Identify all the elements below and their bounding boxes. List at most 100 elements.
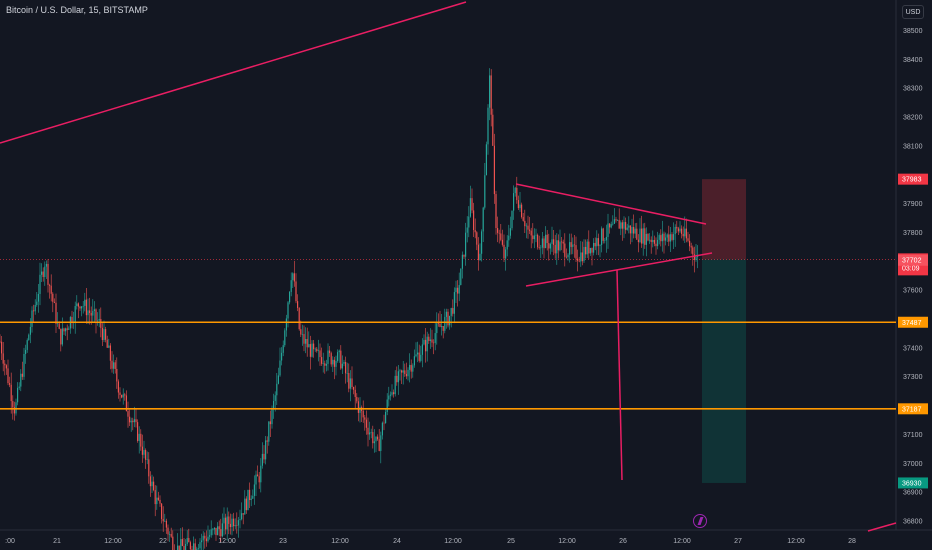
- candle-body: [169, 534, 171, 535]
- candle-body: [473, 210, 475, 230]
- candle: [442, 325, 444, 339]
- candle-body: [137, 422, 139, 441]
- candle: [257, 465, 259, 477]
- candle: [31, 306, 33, 333]
- candle-body: [100, 319, 102, 328]
- x-tick-label: 22: [159, 538, 167, 545]
- candle-body: [242, 513, 244, 515]
- candle-body: [444, 316, 446, 331]
- candle-body: [524, 220, 526, 227]
- candle-body: [466, 227, 468, 233]
- candle-body: [324, 363, 326, 366]
- candle: [450, 307, 452, 328]
- candle-body: [84, 299, 86, 306]
- candle: [359, 397, 361, 423]
- candle: [530, 227, 532, 249]
- candle: [44, 261, 46, 286]
- candle-body: [18, 386, 20, 388]
- candle: [57, 312, 59, 327]
- candle-body: [274, 395, 276, 402]
- candle: [53, 298, 55, 304]
- currency-button[interactable]: USD: [902, 5, 924, 19]
- candle-body: [298, 307, 300, 330]
- candle: [260, 458, 262, 493]
- candle-body: [249, 489, 251, 501]
- candle-body: [341, 363, 343, 369]
- candle-body: [508, 235, 510, 241]
- candle: [228, 511, 230, 535]
- candle-body: [572, 244, 574, 247]
- candle-body: [468, 216, 470, 228]
- candle-body: [476, 232, 478, 245]
- candle-body: [445, 311, 447, 317]
- candle-body: [380, 435, 382, 451]
- candle: [420, 345, 422, 363]
- candle-body: [660, 235, 662, 242]
- candle-body: [586, 241, 588, 255]
- candle-body: [122, 394, 124, 398]
- candle-body: [359, 407, 361, 413]
- candle: [92, 299, 94, 323]
- candle-body: [319, 350, 321, 358]
- candle: [121, 394, 123, 399]
- candle: [172, 530, 174, 550]
- candle: [375, 436, 377, 453]
- candle-body: [133, 419, 135, 423]
- candle-body: [597, 238, 599, 246]
- candle: [194, 538, 196, 550]
- lightning-icon[interactable]: [693, 514, 707, 528]
- candle: [180, 528, 182, 550]
- candle-body: [231, 518, 233, 528]
- candle: [101, 323, 103, 347]
- candle: [543, 236, 545, 259]
- candle: [623, 216, 625, 239]
- candle: [617, 219, 619, 221]
- candle: [23, 347, 25, 380]
- candle-body: [233, 518, 235, 527]
- candle-body: [17, 387, 19, 403]
- candle: [141, 434, 143, 463]
- candle-body: [343, 361, 345, 364]
- candle-body: [103, 329, 105, 340]
- candle-body: [378, 439, 380, 451]
- candle-body: [177, 545, 179, 550]
- candle: [545, 226, 547, 249]
- candle: [498, 229, 500, 244]
- candle: [17, 382, 19, 406]
- candle-body: [218, 526, 220, 530]
- candle: [170, 527, 172, 538]
- candle-body: [629, 225, 631, 234]
- candle: [157, 491, 159, 502]
- candle: [468, 206, 470, 238]
- candle-body: [607, 223, 609, 237]
- candle: [338, 349, 340, 363]
- candle: [255, 470, 257, 496]
- candle: [549, 242, 551, 255]
- candle-body: [197, 548, 199, 549]
- candle: [524, 209, 526, 233]
- candle-body: [388, 395, 390, 400]
- candle: [108, 338, 110, 349]
- candle: [33, 304, 35, 323]
- candle: [445, 308, 447, 329]
- candle: [148, 452, 150, 484]
- candle: [109, 343, 111, 370]
- candle: [444, 308, 446, 334]
- candle-body: [325, 363, 327, 366]
- candle-body: [471, 198, 473, 211]
- candle: [409, 353, 411, 383]
- candle-body: [613, 219, 615, 224]
- y-tick-label: 38100: [903, 143, 923, 150]
- candle-body: [474, 229, 476, 233]
- candle-body: [37, 293, 39, 302]
- price-label-countdown: 03:09: [902, 265, 920, 272]
- stop-loss-zone: [702, 179, 746, 260]
- candle: [647, 233, 649, 242]
- candle-body: [306, 338, 308, 348]
- candle: [237, 517, 239, 538]
- candle: [553, 229, 555, 256]
- candle: [305, 327, 307, 354]
- candle-body: [183, 545, 185, 550]
- candle-body: [39, 274, 41, 294]
